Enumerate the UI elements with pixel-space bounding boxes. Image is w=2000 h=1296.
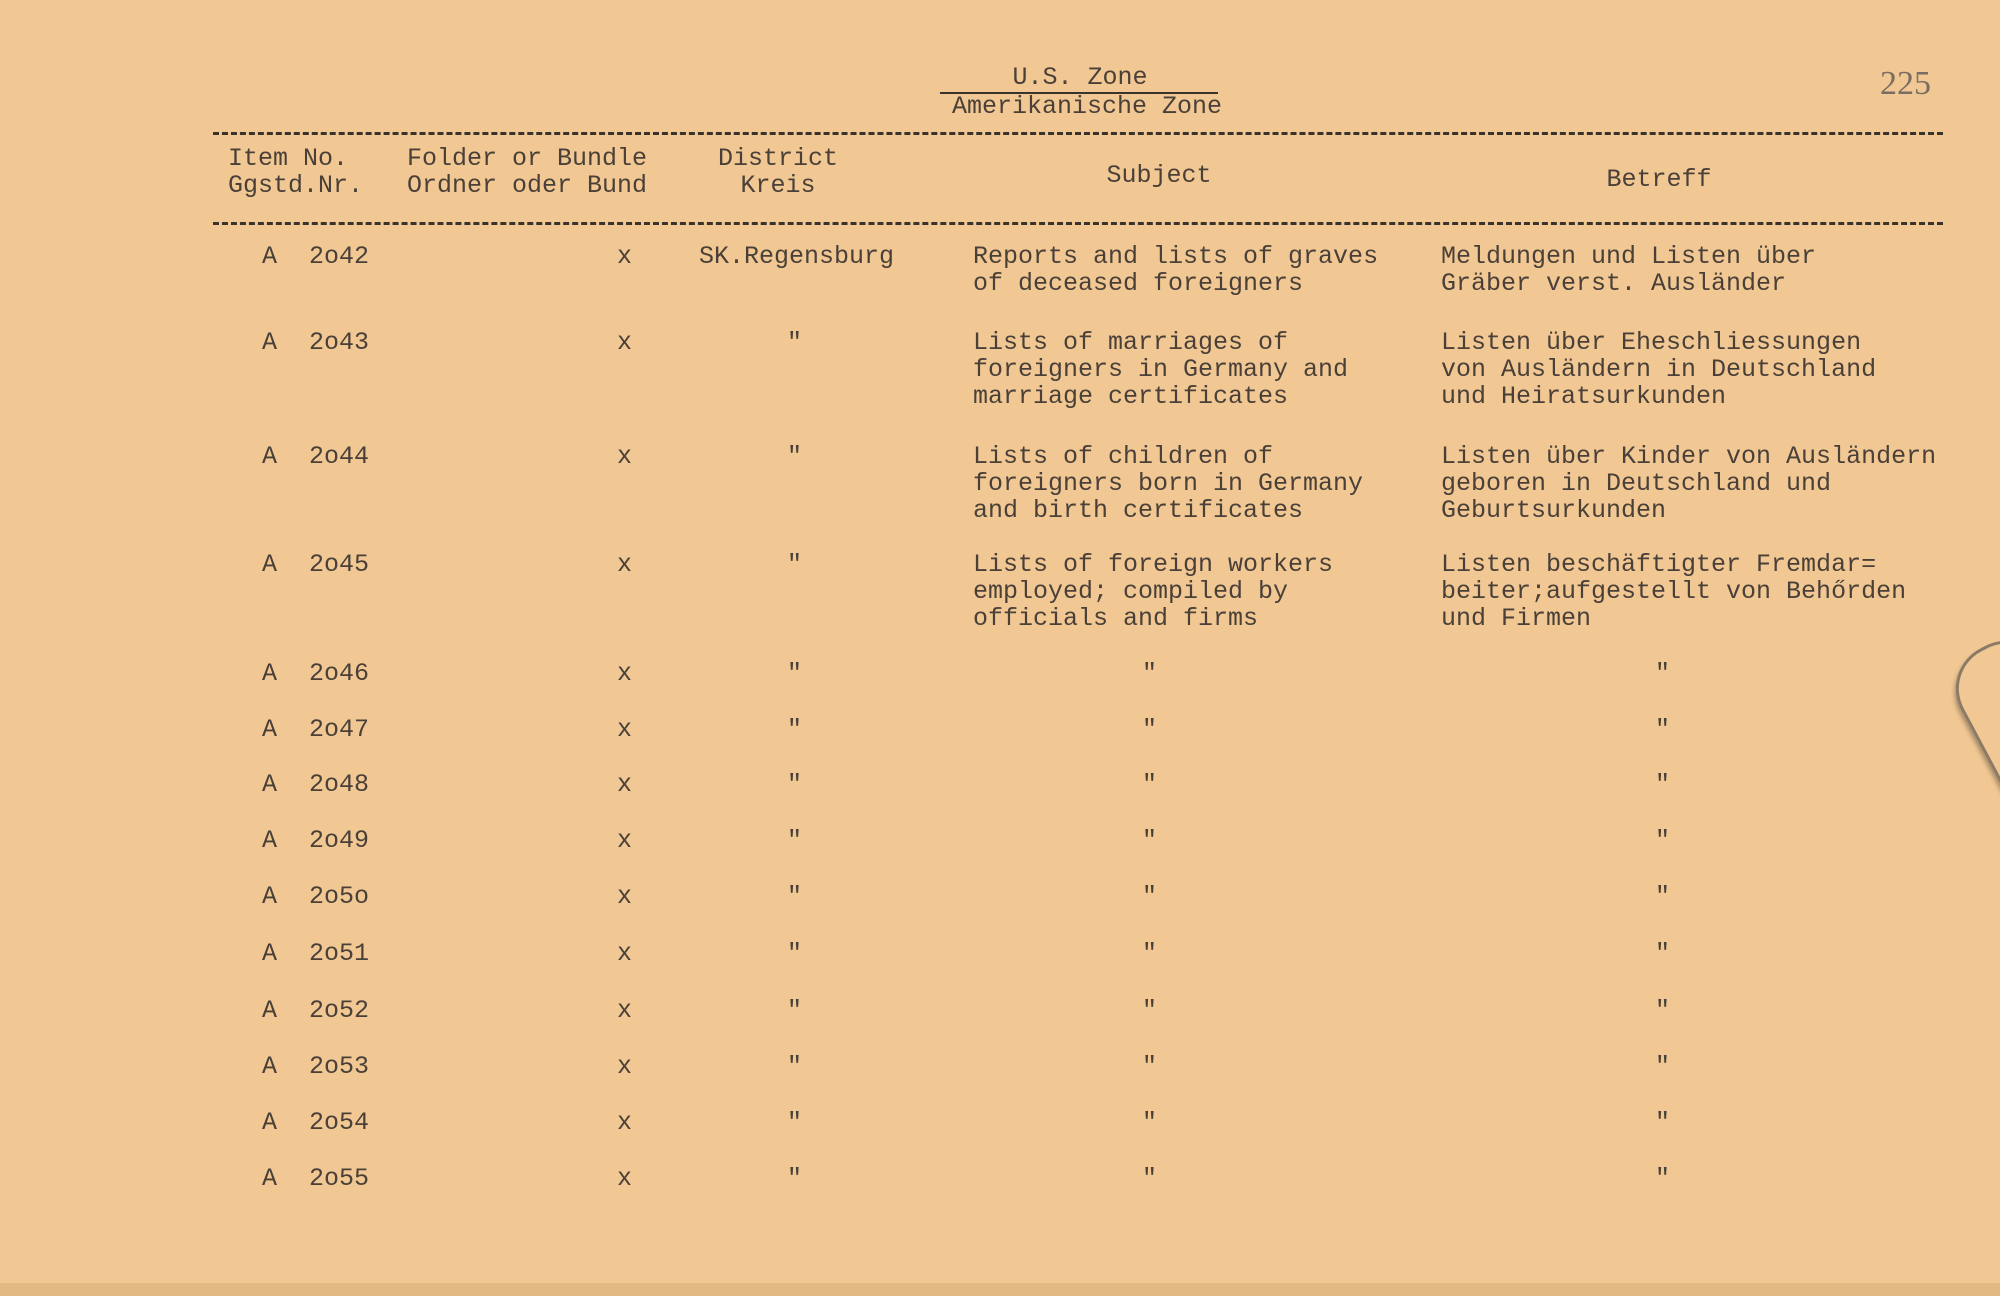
row-item-number: 2o42: [309, 242, 370, 271]
zone-title-en: U.S. Zone: [1012, 63, 1148, 92]
row-prefix: A: [262, 442, 278, 471]
page-number: 225: [1880, 65, 1931, 102]
row-betreff: ": [1655, 715, 1671, 744]
row-prefix: A: [262, 659, 278, 688]
row-betreff: ": [1655, 996, 1671, 1025]
row-prefix: A: [262, 1108, 278, 1137]
row-folder-mark: x: [617, 659, 633, 688]
divider-header: [213, 222, 1943, 225]
row-district: ": [787, 442, 803, 471]
column-header-folder: Folder or Bundle Ordner oder Bund: [407, 144, 648, 200]
row-betreff: ": [1655, 770, 1671, 799]
row-item-number: 2o45: [309, 550, 370, 579]
row-district: ": [787, 1164, 803, 1193]
row-item-number: 2o46: [309, 659, 370, 688]
row-prefix: A: [262, 1052, 278, 1081]
row-betreff: ": [1655, 939, 1671, 968]
row-item-number: 2o47: [309, 715, 370, 744]
column-header-district: District Kreis: [717, 144, 839, 200]
row-betreff: Meldungen und Listen über Gräber verst. …: [1441, 242, 1817, 298]
zone-title-de: Amerikanische Zone: [951, 92, 1223, 121]
row-district: ": [787, 1108, 803, 1137]
row-district: ": [787, 1052, 803, 1081]
row-prefix: A: [262, 1164, 278, 1193]
column-header-betreff: Betreff: [1606, 165, 1712, 194]
row-prefix: A: [262, 328, 278, 357]
row-folder-mark: x: [617, 770, 633, 799]
paperclip: [1940, 624, 2000, 905]
row-item-number: 2o44: [309, 442, 370, 471]
row-folder-mark: x: [617, 715, 633, 744]
row-betreff: ": [1655, 1108, 1671, 1137]
row-subject: ": [1142, 1108, 1158, 1137]
row-item-number: 2o53: [309, 1052, 370, 1081]
row-item-number: 2o43: [309, 328, 370, 357]
row-folder-mark: x: [617, 328, 633, 357]
row-prefix: A: [262, 242, 278, 271]
row-betreff: Listen über Kinder von Ausländern gebore…: [1441, 442, 1937, 525]
column-header-item: Item No. Ggstd.Nr.: [228, 144, 364, 200]
row-item-number: 2o48: [309, 770, 370, 799]
row-district: ": [787, 939, 803, 968]
row-subject: ": [1142, 882, 1158, 911]
row-betreff: ": [1655, 1052, 1671, 1081]
row-district: ": [787, 550, 803, 579]
row-subject: ": [1142, 715, 1158, 744]
row-item-number: 2o52: [309, 996, 370, 1025]
row-subject: Lists of children of foreigners born in …: [973, 442, 1364, 525]
row-folder-mark: x: [617, 442, 633, 471]
row-folder-mark: x: [617, 996, 633, 1025]
row-prefix: A: [262, 715, 278, 744]
row-district: ": [787, 770, 803, 799]
row-prefix: A: [262, 550, 278, 579]
page-edge: [0, 1283, 2000, 1296]
row-item-number: 2o49: [309, 826, 370, 855]
row-item-number: 2o54: [309, 1108, 370, 1137]
row-subject: ": [1142, 939, 1158, 968]
row-folder-mark: x: [617, 939, 633, 968]
title-underline: [940, 92, 1218, 94]
row-folder-mark: x: [617, 242, 633, 271]
row-folder-mark: x: [617, 550, 633, 579]
row-subject: ": [1142, 996, 1158, 1025]
row-prefix: A: [262, 770, 278, 799]
row-betreff: Listen über Eheschliessungen von Ausländ…: [1441, 328, 1877, 411]
row-district: SK.Regensburg: [699, 242, 895, 271]
row-prefix: A: [262, 939, 278, 968]
row-subject: ": [1142, 1052, 1158, 1081]
row-folder-mark: x: [617, 882, 633, 911]
row-item-number: 2o5o: [309, 882, 370, 911]
row-district: ": [787, 659, 803, 688]
row-subject: ": [1142, 826, 1158, 855]
row-district: ": [787, 826, 803, 855]
row-subject: Reports and lists of graves of deceased …: [973, 242, 1379, 298]
row-subject: ": [1142, 1164, 1158, 1193]
row-subject: ": [1142, 659, 1158, 688]
row-item-number: 2o51: [309, 939, 370, 968]
row-district: ": [787, 715, 803, 744]
row-prefix: A: [262, 882, 278, 911]
row-subject: Lists of marriages of foreigners in Germ…: [973, 328, 1349, 411]
row-subject: ": [1142, 770, 1158, 799]
row-district: ": [787, 996, 803, 1025]
divider-top: [213, 132, 1943, 135]
column-header-subject: Subject: [1106, 161, 1212, 190]
row-betreff: ": [1655, 882, 1671, 911]
row-district: ": [787, 328, 803, 357]
row-item-number: 2o55: [309, 1164, 370, 1193]
row-folder-mark: x: [617, 1052, 633, 1081]
row-subject: Lists of foreign workers employed; compi…: [973, 550, 1334, 633]
row-betreff: ": [1655, 826, 1671, 855]
row-folder-mark: x: [617, 1164, 633, 1193]
row-district: ": [787, 882, 803, 911]
row-folder-mark: x: [617, 826, 633, 855]
row-prefix: A: [262, 826, 278, 855]
row-betreff: Listen beschäftigter Fremdar= beiter;auf…: [1441, 550, 1907, 633]
row-folder-mark: x: [617, 1108, 633, 1137]
row-prefix: A: [262, 996, 278, 1025]
row-betreff: ": [1655, 1164, 1671, 1193]
row-betreff: ": [1655, 659, 1671, 688]
